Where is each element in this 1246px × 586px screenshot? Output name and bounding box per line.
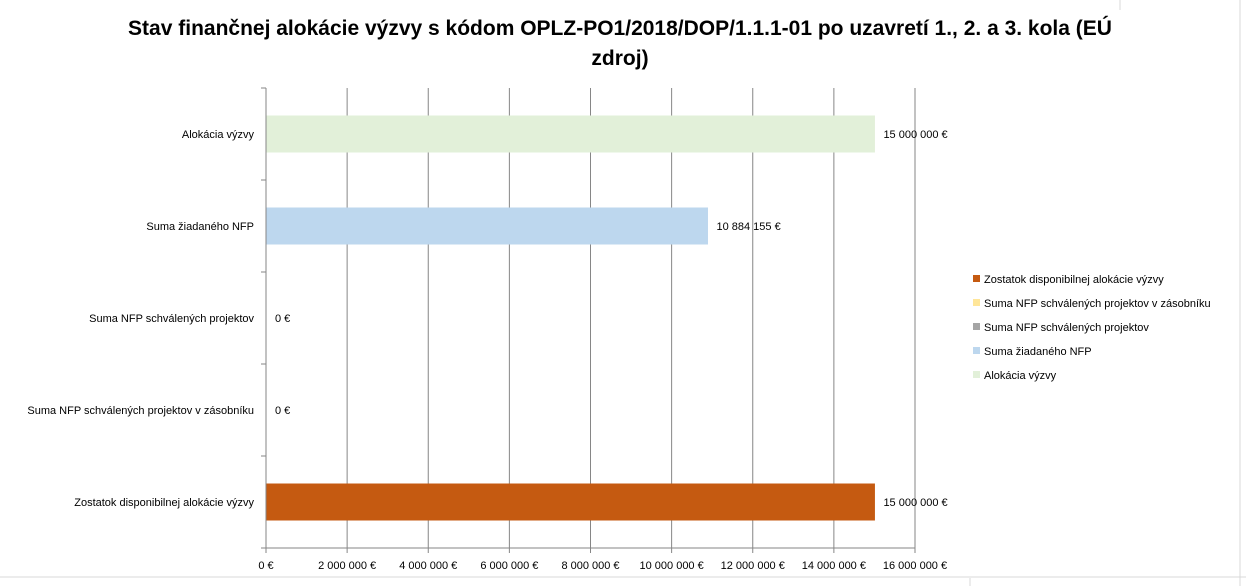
bar bbox=[266, 115, 875, 153]
legend-swatch bbox=[973, 299, 980, 306]
x-tick-label: 8 000 000 € bbox=[561, 560, 619, 572]
x-tick-label: 10 000 000 € bbox=[640, 560, 704, 572]
category-label: Suma NFP schválených projektov bbox=[89, 313, 254, 325]
x-tick-label: 16 000 000 € bbox=[883, 560, 947, 572]
category-label: Alokácia výzvy bbox=[182, 129, 255, 141]
data-label: 0 € bbox=[275, 313, 290, 325]
x-tick-label: 4 000 000 € bbox=[399, 560, 457, 572]
bar bbox=[266, 483, 875, 521]
x-tick-label: 0 € bbox=[258, 560, 273, 572]
legend-swatch bbox=[973, 347, 980, 354]
data-label: 15 000 000 € bbox=[883, 129, 947, 141]
x-tick-label: 14 000 000 € bbox=[802, 560, 866, 572]
x-tick-label: 2 000 000 € bbox=[318, 560, 376, 572]
legend-label: Suma NFP schválených projektov bbox=[984, 322, 1149, 334]
x-tick-label: 6 000 000 € bbox=[480, 560, 538, 572]
category-label: Suma NFP schválených projektov v zásobní… bbox=[27, 405, 254, 417]
legend-label: Alokácia výzvy bbox=[984, 370, 1057, 382]
data-label: 0 € bbox=[275, 405, 290, 417]
category-label: Zostatok disponibilnej alokácie výzvy bbox=[74, 497, 254, 509]
data-label: 10 884 155 € bbox=[716, 221, 780, 233]
chart-title: Stav finančnej alokácie výzvy s kódom OP… bbox=[128, 17, 1112, 70]
legend-swatch bbox=[973, 323, 980, 330]
legend-label: Suma NFP schválených projektov v zásobní… bbox=[984, 298, 1211, 310]
legend-swatch bbox=[973, 371, 980, 378]
data-label: 15 000 000 € bbox=[883, 497, 947, 509]
legend-label: Zostatok disponibilnej alokácie výzvy bbox=[984, 274, 1164, 286]
legend-swatch bbox=[973, 275, 980, 282]
category-label: Suma žiadaného NFP bbox=[146, 221, 254, 233]
x-tick-label: 12 000 000 € bbox=[721, 560, 785, 572]
bar bbox=[266, 207, 708, 245]
legend-label: Suma žiadaného NFP bbox=[984, 346, 1092, 358]
